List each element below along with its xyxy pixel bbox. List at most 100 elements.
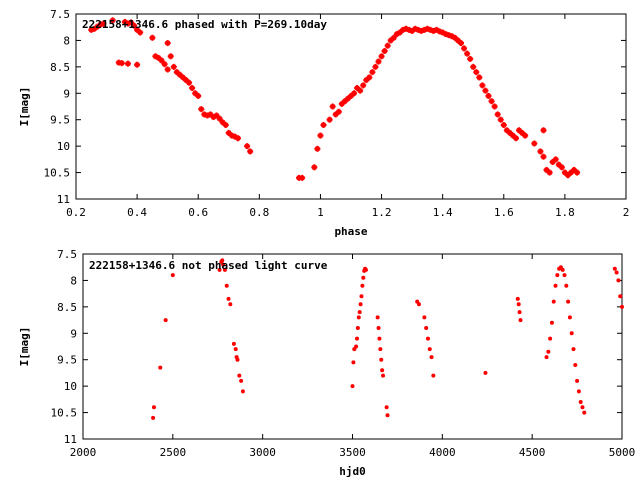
data-point xyxy=(226,296,231,301)
data-point-stroke xyxy=(330,103,336,110)
x-axis-label: phase xyxy=(334,225,367,238)
data-point xyxy=(384,405,389,410)
data-point-stroke xyxy=(504,127,510,133)
data-point-stroke xyxy=(406,27,412,33)
data-point xyxy=(516,127,523,134)
data-point-stroke xyxy=(162,61,168,67)
data-point-stroke xyxy=(119,60,125,66)
data-point xyxy=(467,55,474,62)
data-point xyxy=(549,159,556,165)
data-point-stroke xyxy=(403,26,409,32)
data-point-stroke xyxy=(201,111,207,117)
data-point xyxy=(491,103,498,110)
x-tick-label: 2 xyxy=(623,206,630,219)
unphased-light-curve-plot: 2000 2500 3000 3500 4000 4500 5000 7.5 8 8.5 9 9.5 1… xyxy=(18,248,635,478)
data-point-stroke xyxy=(100,20,107,27)
data-point-stroke xyxy=(427,27,433,33)
data-point-stroke xyxy=(226,130,232,136)
data-point xyxy=(483,370,488,375)
data-point-stroke xyxy=(180,74,186,80)
data-point-stroke xyxy=(311,164,317,170)
data-point-stroke xyxy=(479,82,485,88)
data-point-stroke xyxy=(168,53,174,59)
data-point xyxy=(173,69,180,76)
data-point xyxy=(170,63,177,70)
data-point xyxy=(355,326,360,330)
data-point-stroke xyxy=(516,127,522,133)
data-point xyxy=(314,145,321,152)
data-point xyxy=(375,58,382,65)
y-tick-label: 9 xyxy=(63,87,70,100)
data-point xyxy=(560,267,565,272)
data-point xyxy=(578,400,583,404)
data-point-stroke xyxy=(375,59,382,65)
data-point xyxy=(482,87,489,94)
data-point xyxy=(473,69,480,76)
data-point xyxy=(569,331,574,336)
data-point xyxy=(461,45,468,52)
data-point xyxy=(425,336,430,341)
data-point-stroke xyxy=(223,122,229,128)
data-point xyxy=(357,87,364,94)
data-point-stroke xyxy=(382,48,388,54)
data-point xyxy=(176,71,183,78)
data-point-stroke xyxy=(220,119,226,125)
data-point xyxy=(416,302,421,307)
data-point xyxy=(118,60,125,67)
data-point-stroke xyxy=(537,148,543,154)
data-point xyxy=(231,341,236,346)
data-point xyxy=(614,270,619,275)
data-point-stroke xyxy=(110,17,116,23)
x-tick-label: 2000 xyxy=(70,446,97,459)
data-point xyxy=(546,169,553,176)
data-point xyxy=(431,373,436,378)
y-tick-label: 9 xyxy=(70,327,77,340)
data-point xyxy=(516,302,521,307)
data-point xyxy=(338,100,345,107)
plot-frame xyxy=(75,13,627,200)
data-point-stroke xyxy=(232,134,238,140)
data-point xyxy=(369,69,376,76)
data-point-stroke xyxy=(574,170,580,176)
data-point-stroke xyxy=(134,27,140,33)
y-tick-label: 11 xyxy=(64,433,77,446)
data-point-stroke xyxy=(559,164,565,170)
data-point-stroke xyxy=(165,66,171,73)
data-point-stroke xyxy=(446,32,452,38)
data-point-stroke xyxy=(360,82,366,88)
x-tick-label: 3500 xyxy=(339,446,366,459)
data-point-stroke xyxy=(195,93,201,99)
data-point-stroke xyxy=(501,122,507,128)
data-point-stroke xyxy=(412,26,418,32)
data-point xyxy=(580,405,585,410)
data-point-stroke xyxy=(540,127,547,133)
data-point xyxy=(464,50,471,57)
data-point xyxy=(134,61,141,68)
data-point xyxy=(220,258,225,263)
data-point xyxy=(518,318,523,323)
x-axis-label: hjd0 xyxy=(339,465,366,478)
y-tick-label: 10 xyxy=(64,380,77,393)
data-point xyxy=(335,108,342,115)
data-point xyxy=(158,57,165,64)
data-point-stroke xyxy=(171,64,177,70)
x-tick-label: 0.2 xyxy=(66,206,86,219)
data-point-stroke xyxy=(357,88,363,94)
data-point xyxy=(376,326,381,330)
data-point xyxy=(186,79,193,86)
data-point xyxy=(451,34,458,41)
data-point-stroke xyxy=(247,148,253,154)
data-point-stroke xyxy=(336,109,342,115)
data-point xyxy=(164,40,171,47)
data-point-stroke xyxy=(165,40,171,46)
y-tick-label: 8 xyxy=(70,274,77,287)
data-point-stroke xyxy=(149,35,155,41)
data-point xyxy=(564,283,569,288)
data-point-stroke xyxy=(177,72,183,78)
data-point xyxy=(161,61,168,68)
data-point-stroke xyxy=(317,133,323,139)
data-point-stroke xyxy=(470,64,476,70)
data-point xyxy=(551,299,556,304)
data-point xyxy=(384,42,391,49)
